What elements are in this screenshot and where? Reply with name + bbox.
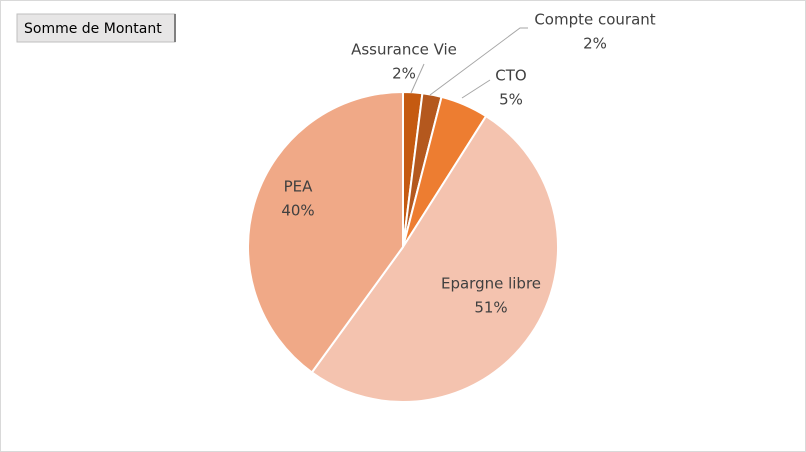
slice-label: PEA xyxy=(284,178,314,196)
slice-label: Epargne libre xyxy=(441,275,541,293)
slice-label: CTO xyxy=(495,67,526,85)
slice-label: Compte courant xyxy=(534,11,655,29)
field-button-label: Somme de Montant xyxy=(24,21,162,37)
leader-line xyxy=(429,27,528,96)
pie-slice xyxy=(247,90,404,374)
slice-value-label: 2% xyxy=(583,35,607,53)
slice-value-label: 51% xyxy=(474,299,507,317)
slice-value-label: 40% xyxy=(281,202,314,220)
leader-line xyxy=(410,63,425,94)
leader-line xyxy=(461,79,491,99)
field-button[interactable] xyxy=(16,13,176,43)
slice-value-label: 2% xyxy=(392,65,416,83)
slice-label: Assurance Vie xyxy=(351,41,457,59)
slice-value-label: 5% xyxy=(499,91,523,109)
pie-slice xyxy=(310,114,559,403)
